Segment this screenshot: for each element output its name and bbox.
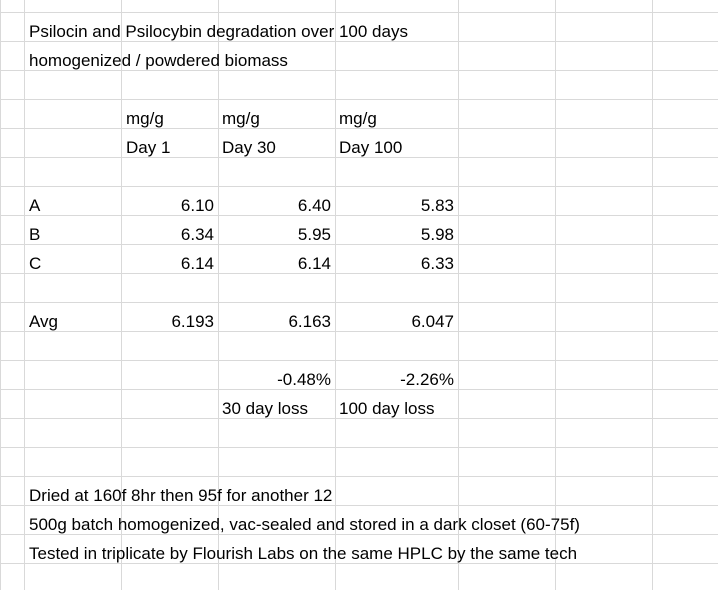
row-label-b[interactable]: B <box>29 225 41 244</box>
title-cell-line2[interactable]: homogenized / powdered biomass <box>29 51 288 70</box>
header-day100-label[interactable]: Day 100 <box>339 138 403 157</box>
header-day30-unit[interactable]: mg/g <box>222 109 260 128</box>
cell-loss-day100-pct[interactable]: -2.26% <box>400 370 454 389</box>
column-divider <box>652 0 653 590</box>
cell-c-day1[interactable]: 6.14 <box>180 254 214 273</box>
row-label-avg[interactable]: Avg <box>29 312 58 331</box>
cell-avg-day100[interactable]: 6.047 <box>411 312 454 331</box>
row-label-c[interactable]: C <box>29 254 42 273</box>
cell-b-day1[interactable]: 6.34 <box>180 225 214 244</box>
column-divider <box>335 0 336 590</box>
title-cell-line1[interactable]: Psilocin and Psilocybin degradation over… <box>29 22 408 41</box>
header-day30-label[interactable]: Day 30 <box>222 138 276 157</box>
cell-b-day30[interactable]: 5.95 <box>297 225 331 244</box>
column-divider <box>458 0 459 590</box>
cell-avg-day1[interactable]: 6.193 <box>171 312 214 331</box>
cell-b-day100[interactable]: 5.98 <box>420 225 454 244</box>
column-divider <box>218 0 219 590</box>
cell-a-day1[interactable]: 6.10 <box>180 196 214 215</box>
cell-loss-day30-pct[interactable]: -0.48% <box>277 370 331 389</box>
header-day100-unit[interactable]: mg/g <box>339 109 377 128</box>
cell-loss-day30-label[interactable]: 30 day loss <box>222 399 308 418</box>
header-day1-unit[interactable]: mg/g <box>126 109 164 128</box>
column-divider <box>24 0 25 590</box>
cell-c-day30[interactable]: 6.14 <box>297 254 331 273</box>
cell-loss-day100-label[interactable]: 100 day loss <box>339 399 435 418</box>
header-day1-label[interactable]: Day 1 <box>126 138 171 157</box>
cell-c-day100[interactable]: 6.33 <box>420 254 454 273</box>
row-label-a[interactable]: A <box>29 196 41 215</box>
note-storage[interactable]: 500g batch homogenized, vac-sealed and s… <box>29 515 580 534</box>
cell-a-day30[interactable]: 6.40 <box>297 196 331 215</box>
cell-a-day100[interactable]: 5.83 <box>420 196 454 215</box>
note-drying[interactable]: Dried at 160f 8hr then 95f for another 1… <box>29 486 333 505</box>
column-divider <box>121 0 122 590</box>
note-testing[interactable]: Tested in triplicate by Flourish Labs on… <box>29 544 578 563</box>
column-divider <box>555 0 556 590</box>
cell-avg-day30[interactable]: 6.163 <box>288 312 331 331</box>
